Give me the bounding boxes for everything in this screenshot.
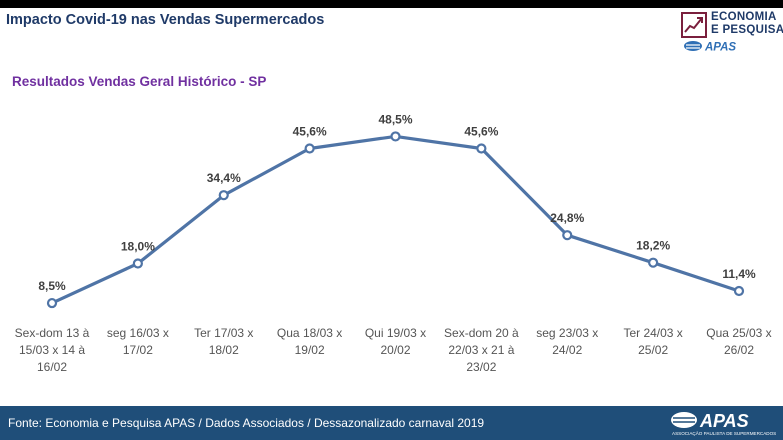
x-tick-label-line: Qua 25/03 x [706, 326, 771, 340]
data-point [132, 258, 143, 269]
data-label: 18,0% [121, 240, 155, 254]
data-label: 34,4% [207, 171, 241, 185]
x-tick-label-line: Qua 18/03 x [277, 326, 342, 340]
data-label: 48,5% [378, 112, 412, 126]
logo-line-2: E PESQUISA [711, 24, 783, 36]
x-tick-label-line: 24/02 [552, 343, 582, 357]
data-point [562, 230, 573, 241]
x-tick-label-line: 15/03 x 14 à [19, 343, 85, 357]
x-tick-label-line: Sex-dom 20 à [444, 326, 519, 340]
footer-bar: Fonte: Economia e Pesquisa APAS / Dados … [0, 406, 783, 440]
x-tick-label: Qui 19/03 x 20/02 [365, 326, 426, 357]
x-tick-label-line: 18/02 [209, 343, 239, 357]
economia-pesquisa-logo: ECONOMIA E PESQUISA APAS [681, 11, 783, 53]
x-tick-label: Ter 17/03 x 18/02 [194, 326, 253, 357]
x-tick-label: Sex-dom 20 à 22/03 x 21 à 23/02 [444, 326, 519, 374]
x-tick-label-line: 23/02 [466, 360, 496, 374]
apas-logo-small: APAS [684, 41, 736, 53]
data-label: 45,6% [293, 125, 327, 139]
logo-text: ECONOMIA E PESQUISA [711, 11, 783, 37]
x-tick-label: seg 16/03 x 17/02 [107, 326, 169, 357]
x-tick-label-line: 16/02 [37, 360, 67, 374]
data-label: 8,5% [38, 279, 66, 293]
x-tick-label: seg 23/03 x 24/02 [536, 326, 598, 357]
x-tick-label-layer: Sex-dom 13 à 15/03 x 14 à 16/02 seg 16/03 x… [15, 326, 772, 374]
data-point [476, 143, 487, 154]
chart-title: Resultados Vendas Geral Histórico - SP [12, 74, 267, 89]
data-point [46, 297, 58, 309]
data-label: 24,8% [550, 211, 584, 225]
data-point [733, 285, 745, 297]
data-label-layer: 8,5% 18,0% 34,4% 45,6% 48,5% 45,6% 24,8% 18,2% 1… [38, 112, 756, 293]
logo-line-1: ECONOMIA [711, 11, 777, 23]
x-tick-label-line: 22/03 x 21 à [448, 343, 514, 357]
x-tick-label-line: 26/02 [724, 343, 754, 357]
apas-logo: APAS ASSOCIAÇÃO PAULISTA DE SUPERMERCADO… [671, 411, 776, 436]
x-tick-label-line: 20/02 [380, 343, 410, 357]
footer-brand: APAS [699, 411, 749, 431]
page-title: Impacto Covid-19 nas Vendas Supermercado… [6, 12, 325, 28]
line-chart: 8,5% 18,0% 34,4% 45,6% 48,5% 45,6% 24,8% 18,2% 1… [15, 112, 772, 374]
series-line-layer [51, 134, 740, 305]
x-tick-label-line: Ter 24/03 x [623, 326, 682, 340]
x-tick-label-line: 17/02 [123, 343, 153, 357]
data-point [390, 131, 401, 142]
logo-brand: APAS [704, 42, 736, 53]
x-tick-label-line: seg 16/03 x [107, 326, 169, 340]
source-note: Fonte: Economia e Pesquisa APAS / Dados … [8, 416, 485, 430]
data-label: 11,4% [722, 267, 756, 281]
x-tick-label-line: 19/02 [295, 343, 325, 357]
footer-brand-tagline: ASSOCIAÇÃO PAULISTA DE SUPERMERCADOS [672, 430, 776, 436]
data-point [304, 143, 315, 154]
x-tick-label: Qua 18/03 x 19/02 [277, 326, 342, 357]
x-tick-label-line: Ter 17/03 x [194, 326, 253, 340]
x-tick-label-line: Qui 19/03 x [365, 326, 426, 340]
x-tick-label: Sex-dom 13 à 15/03 x 14 à 16/02 [15, 326, 90, 374]
slide: Impacto Covid-19 nas Vendas Supermercado… [0, 8, 783, 406]
x-tick-label-line: Sex-dom 13 à [15, 326, 90, 340]
x-tick-label: Ter 24/03 x 25/02 [623, 326, 682, 357]
data-point [648, 257, 659, 268]
x-tick-label-line: seg 23/03 x [536, 326, 598, 340]
data-label: 18,2% [636, 239, 670, 253]
data-point [218, 190, 229, 201]
trend-chart-icon [681, 12, 707, 38]
data-label: 45,6% [464, 125, 498, 139]
x-tick-label: Qua 25/03 x 26/02 [706, 326, 771, 357]
series-line [51, 134, 740, 305]
x-tick-label-line: 25/02 [638, 343, 668, 357]
data-point-layer [46, 131, 745, 309]
